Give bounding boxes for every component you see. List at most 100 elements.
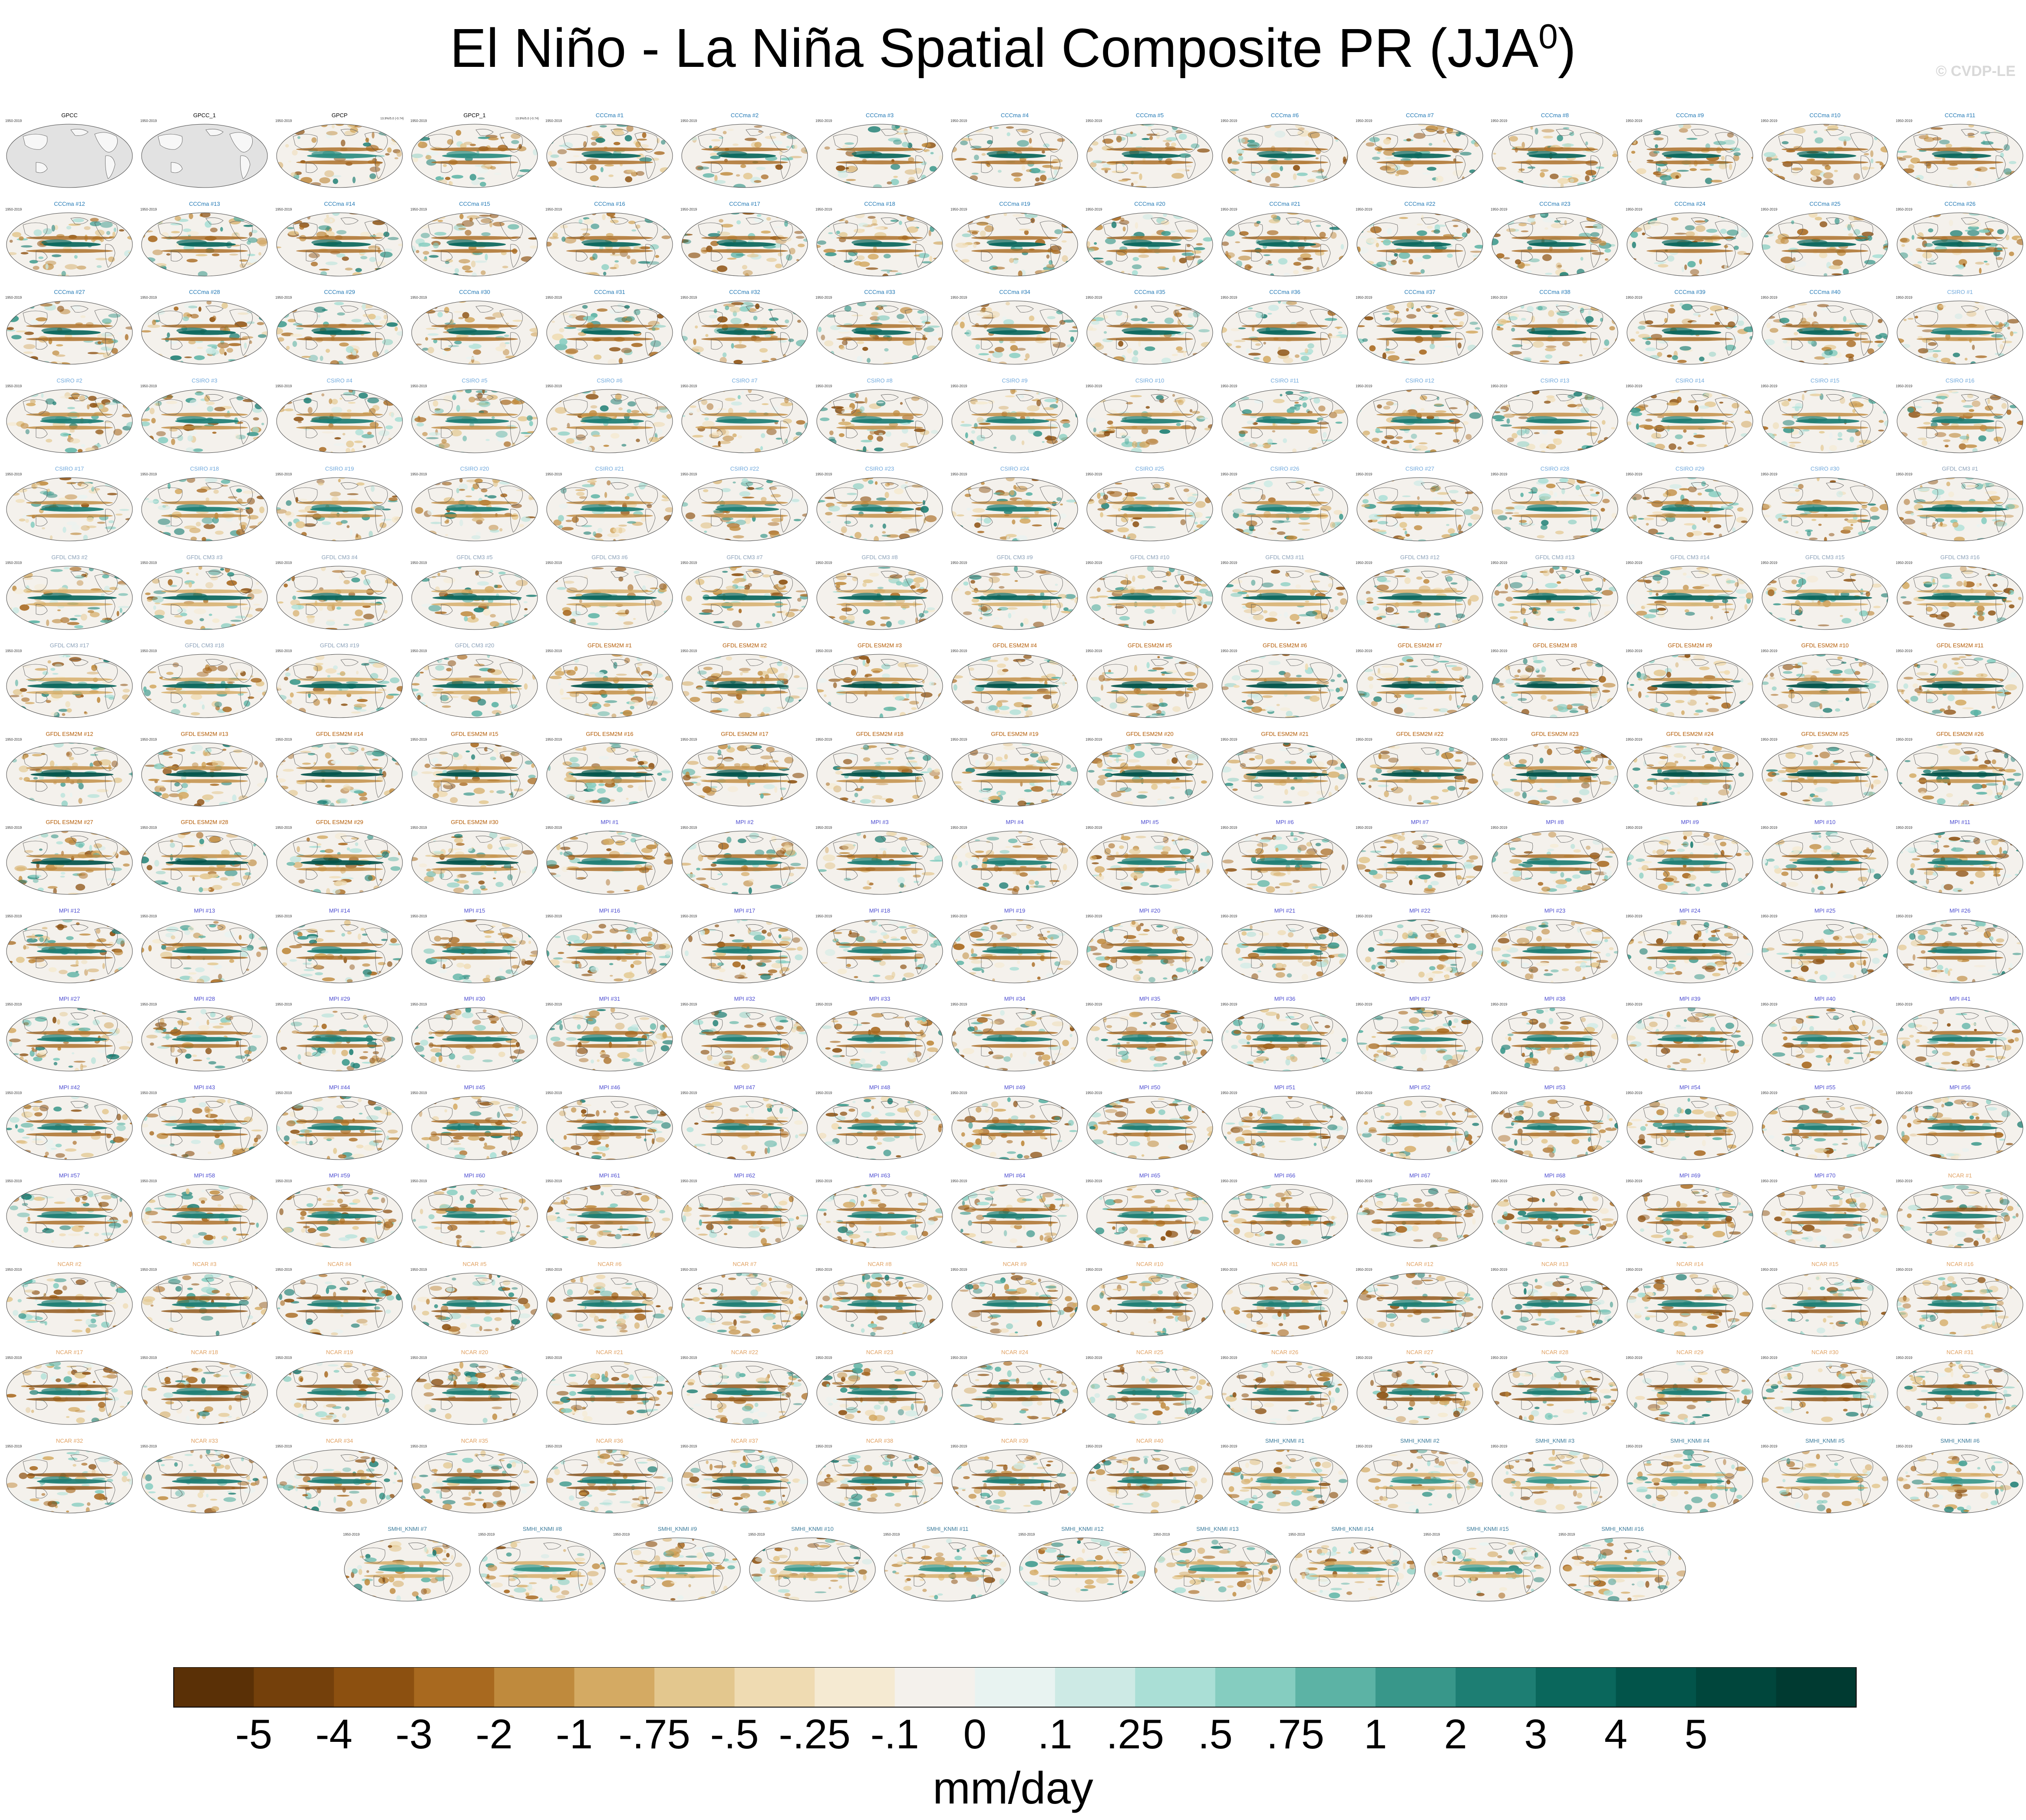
panel-title: CCCma #27	[4, 289, 135, 295]
map-panel: MPI #5 1950-2019	[1085, 815, 1215, 902]
map-panel: MPI #7 1950-2019	[1355, 815, 1485, 902]
panel-title: CCCma #12	[4, 201, 135, 207]
map-projection	[816, 1273, 943, 1336]
panel-title: GFDL ESM2M #25	[1760, 731, 1890, 737]
map-projection	[1221, 124, 1348, 188]
panel-years: 1950-2019	[680, 384, 697, 388]
map-projection	[141, 212, 268, 276]
colorbar-label: mm/day	[0, 1763, 2026, 1814]
panel-title: GFDL ESM2M #8	[1490, 642, 1620, 649]
colorbar-swatch	[414, 1667, 495, 1707]
map-projection	[1221, 654, 1348, 718]
map-projection	[411, 1361, 538, 1425]
panel-title: MPI #51	[1220, 1084, 1350, 1091]
map-projection	[276, 212, 403, 276]
map-projection	[546, 831, 673, 895]
panel-title: GFDL CM3 #20	[409, 642, 540, 649]
map-projection	[1627, 1184, 1753, 1248]
map-panel: MPI #64 1950-2019	[950, 1169, 1080, 1256]
map-projection	[1086, 654, 1213, 718]
map-panel: GFDL ESM2M #8 1950-2019	[1490, 639, 1620, 725]
map-projection	[951, 919, 1078, 983]
map-projection	[6, 1273, 133, 1336]
panel-years: 1950-2019	[1086, 649, 1102, 653]
map-panel: CCCma #24 1950-2019	[1625, 197, 1755, 284]
panel-years: 1950-2019	[545, 208, 562, 211]
colorbar-tick-label: -4	[315, 1711, 352, 1757]
panel-title: CSIRO #10	[1085, 377, 1215, 384]
map-panel: CSIRO #13 1950-2019	[1490, 374, 1620, 461]
panel-title: NCAR #3	[139, 1261, 270, 1267]
map-projection	[6, 300, 133, 365]
panel-title: MPI #33	[815, 996, 945, 1002]
map-panel: CSIRO #17 1950-2019	[4, 462, 135, 549]
map-projection	[1086, 1184, 1213, 1248]
panel-years: 1950-2019	[815, 1444, 832, 1448]
panel-years: 1950-2019	[1626, 208, 1642, 211]
panel-title: MPI #34	[950, 996, 1080, 1002]
panel-title: GFDL ESM2M #6	[1220, 642, 1350, 649]
panel-years: 1950-2019	[1153, 1533, 1170, 1536]
map-projection	[411, 742, 538, 806]
map-projection	[1019, 1537, 1146, 1602]
map-panel: CSIRO #30 1950-2019	[1760, 462, 1890, 549]
map-projection	[816, 212, 943, 276]
panel-title: MPI #5	[1085, 819, 1215, 825]
map-panel: GFDL ESM2M #27 1950-2019	[4, 815, 135, 902]
panel-title: MPI #50	[1085, 1084, 1215, 1091]
map-panel: CSIRO #8 1950-2019	[815, 374, 945, 461]
map-projection	[546, 1184, 673, 1248]
panel-title: NCAR #26	[1220, 1349, 1350, 1355]
map-projection	[681, 389, 808, 453]
map-panel: NCAR #20 1950-2019	[409, 1345, 540, 1432]
panel-title: MPI #68	[1490, 1172, 1620, 1179]
map-panel: GFDL CM3 #19 1950-2019	[274, 639, 405, 725]
map-panel: CSIRO #16 1950-2019	[1895, 374, 2025, 461]
map-panel: CCCma #16 1950-2019	[544, 197, 675, 284]
panel-title: GFDL ESM2M #7	[1355, 642, 1485, 649]
panel-years: 1950-2019	[410, 826, 427, 830]
panel-title: MPI #27	[4, 996, 135, 1002]
panel-title: MPI #64	[950, 1172, 1080, 1179]
panel-title: CCCma #18	[815, 201, 945, 207]
map-projection	[276, 1449, 403, 1513]
map-panel: NCAR #19 1950-2019	[274, 1345, 405, 1432]
panel-years: 1950-2019	[545, 1268, 562, 1272]
panel-years: 1950-2019	[275, 208, 292, 211]
panel-years: 1950-2019	[680, 1444, 697, 1448]
panel-years: 1950-2019	[275, 472, 292, 476]
colorbar-swatch	[1776, 1667, 1857, 1707]
map-panel: CSIRO #24 1950-2019	[950, 462, 1080, 549]
map-panel: MPI #46 1950-2019	[544, 1081, 675, 1167]
map-projection	[681, 1096, 808, 1160]
map-panel: SMHI_KNMI #1 1950-2019	[1220, 1434, 1350, 1521]
map-projection	[1086, 1007, 1213, 1072]
panel-years: 1950-2019	[1221, 1356, 1237, 1360]
map-projection	[276, 1273, 403, 1336]
panel-title: MPI #60	[409, 1172, 540, 1179]
map-projection	[6, 1361, 133, 1425]
panel-years: 1950-2019	[545, 119, 562, 123]
map-projection	[1424, 1537, 1551, 1602]
panel-years: 1950-2019	[1491, 826, 1507, 830]
map-panel: MPI #45 1950-2019	[409, 1081, 540, 1167]
panel-years: 1950-2019	[1018, 1533, 1035, 1536]
map-projection	[681, 300, 808, 365]
map-panel: CSIRO #11 1950-2019	[1220, 374, 1350, 461]
panel-years: 1950-2019	[1626, 296, 1642, 300]
panel-years: 1950-2019	[410, 1002, 427, 1006]
panel-years: 1950-2019	[140, 384, 157, 388]
map-panel: CSIRO #10 1950-2019	[1085, 374, 1215, 461]
panel-years: 1950-2019	[1761, 649, 1777, 653]
map-panel: MPI #24 1950-2019	[1625, 904, 1755, 991]
panel-title: NCAR #1	[1895, 1172, 2025, 1179]
panel-years: 1950-2019	[950, 914, 967, 918]
map-panel: MPI #48 1950-2019	[815, 1081, 945, 1167]
panel-years: 1950-2019	[815, 914, 832, 918]
panel-years: 1950-2019	[680, 649, 697, 653]
colorbar-tick-label: -.1	[871, 1711, 919, 1757]
panel-years: 1950-2019	[950, 296, 967, 300]
panel-title: NCAR #31	[1895, 1349, 2025, 1355]
map-panel: MPI #57 1950-2019	[4, 1169, 135, 1256]
map-projection	[141, 389, 268, 453]
